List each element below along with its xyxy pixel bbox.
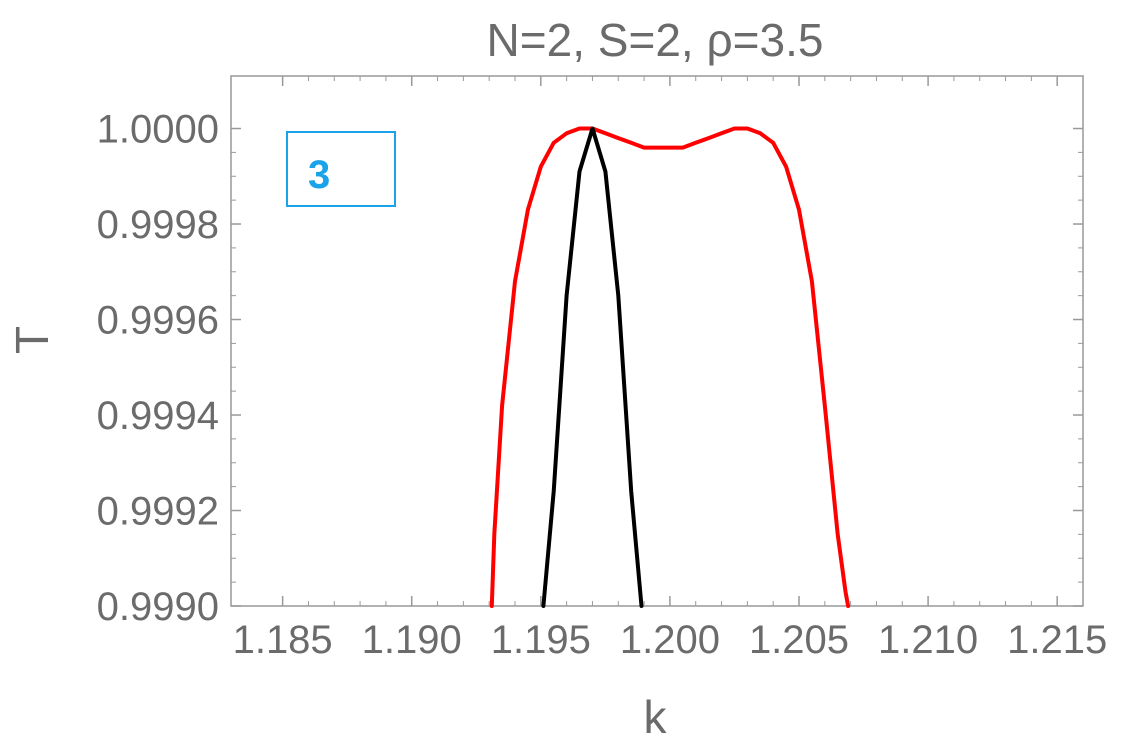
- y-tick-label: 0.9992: [97, 490, 219, 534]
- y-tick-label: 0.9990: [97, 585, 219, 629]
- panel-annotation-label: 3: [308, 153, 330, 197]
- y-tick-label: 1.0000: [97, 108, 219, 152]
- chart-title: N=2, S=2, ρ=3.5: [487, 14, 824, 66]
- x-tick-label: 1.210: [878, 618, 978, 662]
- panel-annotation: 3: [286, 131, 396, 207]
- x-tick-label: 1.190: [362, 618, 462, 662]
- y-tick-label: 0.9996: [97, 299, 219, 343]
- series-line-2: [541, 126, 644, 608]
- y-axis: 0.9990 0.9992 0.9994 0.9996 0.9998 1.0000: [97, 108, 1083, 629]
- plot-frame: [230, 75, 1084, 607]
- x-tick-label: 1.215: [1007, 618, 1107, 662]
- plot-frame-border: [230, 75, 1084, 607]
- panel-annotation-box: [286, 131, 396, 207]
- x-tick-label: 1.185: [233, 618, 333, 662]
- series-group: [489, 126, 851, 608]
- y-axis-label: T: [6, 326, 58, 354]
- x-axis-label: k: [644, 691, 668, 743]
- x-axis: 1.185 1.190 1.195 1.200 1.205 1.210 1.215: [233, 76, 1107, 662]
- x-tick-label: 1.195: [491, 618, 591, 662]
- series-line-1: [489, 126, 851, 608]
- x-tick-label: 1.200: [620, 618, 720, 662]
- x-tick-label: 1.205: [749, 618, 849, 662]
- y-tick-label: 0.9998: [97, 203, 219, 247]
- y-tick-label: 0.9994: [97, 394, 219, 438]
